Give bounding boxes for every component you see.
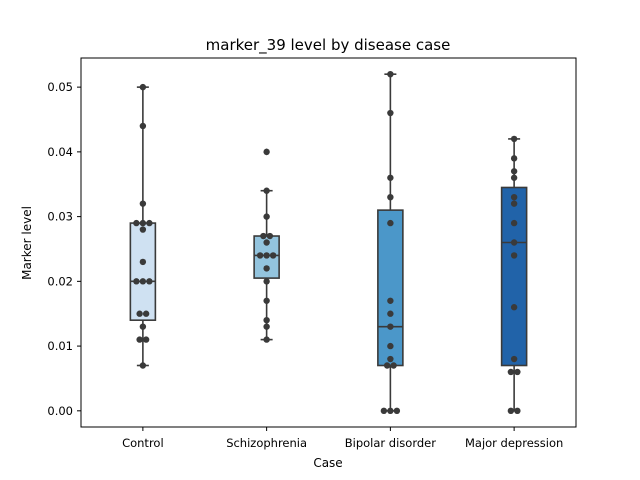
data-point	[507, 407, 515, 415]
data-point	[133, 219, 140, 227]
data-point	[387, 219, 394, 227]
swarm-points-schizophrenia	[256, 148, 277, 343]
data-point	[510, 174, 518, 181]
x-axis-label: Case	[313, 456, 342, 470]
data-point	[266, 232, 274, 240]
swarm-points-major-depression	[507, 135, 521, 415]
data-point	[142, 336, 150, 343]
data-point	[263, 336, 270, 343]
data-point	[507, 368, 515, 376]
data-point	[510, 355, 518, 363]
data-point	[263, 265, 270, 272]
data-point	[387, 297, 394, 304]
data-point	[139, 323, 147, 330]
data-point	[380, 407, 388, 415]
iqr-box	[500, 186, 528, 367]
data-point	[387, 174, 394, 181]
data-point	[383, 362, 391, 369]
iqr-box	[129, 222, 157, 321]
data-point	[263, 297, 270, 304]
data-point	[136, 336, 143, 343]
data-point	[263, 252, 270, 259]
data-point	[139, 122, 147, 130]
data-point	[514, 407, 521, 415]
data-point	[269, 252, 277, 259]
data-point	[387, 342, 394, 350]
data-point	[387, 70, 394, 78]
swarm-points-control	[133, 83, 153, 369]
data-point	[387, 355, 394, 363]
data-point	[390, 362, 397, 369]
data-point	[136, 310, 143, 317]
data-point	[142, 310, 150, 317]
data-point	[387, 407, 394, 415]
data-point	[510, 193, 518, 201]
x-tick-label: Major depression	[465, 436, 563, 450]
data-point	[263, 187, 270, 194]
data-point	[146, 219, 153, 227]
x-tick-label: Control	[122, 436, 164, 450]
data-point	[139, 258, 147, 266]
data-point	[133, 278, 140, 285]
data-point	[510, 252, 518, 259]
swarm-points-bipolar-disorder	[380, 70, 401, 415]
x-tick-label: Schizophrenia	[226, 436, 307, 450]
data-point	[256, 252, 264, 259]
data-point	[510, 200, 518, 207]
plot-frame	[80, 57, 577, 428]
plot-area	[129, 70, 528, 415]
box-group-control	[129, 86, 157, 367]
iqr-box	[377, 209, 404, 367]
data-point	[139, 219, 147, 227]
y-tick-label: 0.00	[47, 404, 73, 418]
data-point	[263, 213, 270, 220]
chart-title: marker_39 level by disease case	[206, 36, 451, 55]
data-point	[139, 226, 147, 233]
box-group-major-depression	[500, 138, 528, 412]
data-point	[146, 278, 153, 285]
data-point	[139, 278, 147, 285]
data-point	[139, 83, 147, 91]
data-point	[387, 323, 394, 330]
data-point	[510, 168, 518, 175]
data-point	[387, 109, 394, 117]
data-point	[263, 148, 270, 156]
data-point	[139, 200, 147, 207]
data-point	[510, 239, 518, 246]
y-tick-label: 0.05	[47, 80, 73, 94]
data-point	[510, 155, 518, 162]
axes: 0.00 0.01 0.02 0.03 0.04 0.05 Control Schizophr…	[47, 57, 577, 450]
x-tick-label: Bipolar disorder	[345, 436, 436, 450]
y-tick-label: 0.02	[47, 274, 73, 288]
y-axis-label: Marker level	[20, 206, 34, 280]
data-point	[393, 407, 401, 415]
y-tick-label: 0.04	[47, 145, 73, 159]
data-point	[510, 304, 518, 311]
data-point	[514, 368, 521, 376]
y-tick-label: 0.03	[47, 210, 73, 224]
y-tick-label: 0.01	[47, 339, 73, 353]
data-point	[510, 135, 518, 143]
data-point	[263, 239, 270, 246]
data-point	[263, 316, 270, 324]
data-point	[263, 323, 270, 330]
data-point	[263, 278, 270, 285]
data-point	[387, 310, 394, 317]
data-point	[139, 362, 147, 369]
data-point	[387, 193, 394, 201]
data-point	[510, 219, 518, 227]
data-point	[260, 232, 267, 240]
